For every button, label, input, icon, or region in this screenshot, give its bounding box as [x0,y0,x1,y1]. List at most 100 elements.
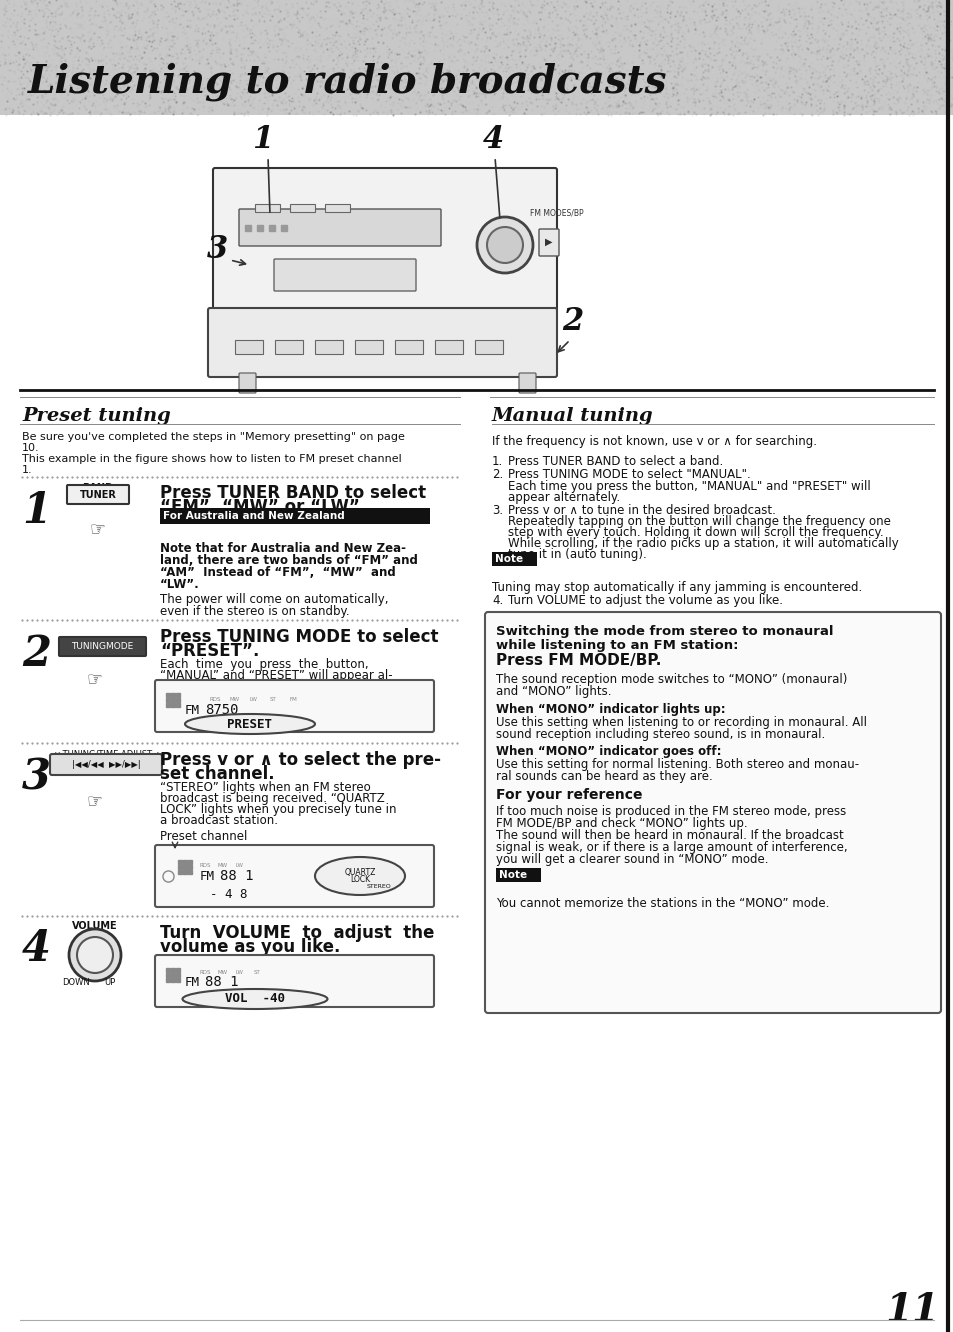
Text: 1: 1 [22,490,51,531]
FancyBboxPatch shape [154,681,434,733]
Text: RDS: RDS [200,970,212,975]
Text: v TUNING/TIME ADJUST ∧: v TUNING/TIME ADJUST ∧ [55,750,161,759]
Text: Press TUNING MODE to select "MANUAL".: Press TUNING MODE to select "MANUAL". [507,468,750,481]
Bar [496,868,540,882]
Text: FM: FM [200,870,214,883]
FancyBboxPatch shape [274,258,416,290]
Bar [355,340,382,354]
Text: a broadcast station.: a broadcast station. [160,814,277,827]
Text: Use this setting when listening to or recording in monaural. All: Use this setting when listening to or re… [496,717,866,729]
Text: You cannot memorize the stations in the “MONO” mode.: You cannot memorize the stations in the … [496,896,828,910]
Text: ▶: ▶ [545,237,552,246]
Text: ternately.: ternately. [160,681,215,693]
Text: MW: MW [218,863,228,868]
Text: ST: ST [270,697,276,702]
Text: QUARTZ: QUARTZ [344,867,375,876]
Text: Note: Note [495,554,522,563]
Text: 11: 11 [884,1291,938,1329]
Ellipse shape [314,856,405,895]
Text: Turn  VOLUME  to  adjust  the: Turn VOLUME to adjust the [160,924,434,942]
Bar [395,340,422,354]
Text: The sound reception mode switches to “MONO” (monaural): The sound reception mode switches to “MO… [496,673,846,686]
FancyBboxPatch shape [50,754,162,775]
Text: tune it in (auto tuning).: tune it in (auto tuning). [507,547,646,561]
Text: 2: 2 [561,306,583,337]
Text: 1.: 1. [22,465,32,476]
FancyBboxPatch shape [154,844,434,907]
Text: set channel.: set channel. [160,765,274,783]
Text: Switching the mode from stereo to monaural: Switching the mode from stereo to monaur… [496,625,833,638]
FancyBboxPatch shape [154,955,434,1007]
Text: even if the stereo is on standby.: even if the stereo is on standby. [160,605,349,618]
Text: 8750: 8750 [205,703,238,717]
Text: Tuning may stop automatically if any jamming is encountered.: Tuning may stop automatically if any jam… [492,581,862,594]
FancyBboxPatch shape [484,611,940,1014]
Text: Be sure you've completed the steps in "Memory presetting" on page: Be sure you've completed the steps in "M… [22,432,404,442]
Text: 10.: 10. [22,444,40,453]
Text: 3: 3 [22,757,51,798]
Text: FM MODE/BP and check “MONO” lights up.: FM MODE/BP and check “MONO” lights up. [496,817,747,830]
Text: PRESET: PRESET [227,718,273,730]
Text: “LW”.: “LW”. [160,578,199,591]
Text: TUNER: TUNER [79,489,116,500]
Text: Note: Note [498,870,527,880]
Text: RDS: RDS [210,697,221,702]
Text: When “MONO” indicator goes off:: When “MONO” indicator goes off: [496,745,720,758]
Text: LOCK” lights when you precisely tune in: LOCK” lights when you precisely tune in [160,803,396,817]
Text: |◀◀/◀◀  ▶▶/▶▶|: |◀◀/◀◀ ▶▶/▶▶| [71,761,140,769]
Text: MW: MW [218,970,228,975]
Text: while listening to an FM station:: while listening to an FM station: [496,639,738,651]
Text: 3: 3 [207,234,229,265]
Circle shape [486,226,522,262]
Text: 3.: 3. [492,503,502,517]
Text: 4.: 4. [492,594,503,607]
Text: ST: ST [253,970,260,975]
Text: Press TUNER BAND to select a band.: Press TUNER BAND to select a band. [507,456,722,468]
Text: Repeatedly tapping on the button will change the frequency one: Repeatedly tapping on the button will ch… [507,515,890,527]
Bar [234,340,263,354]
Text: When “MONO” indicator lights up:: When “MONO” indicator lights up: [496,703,725,717]
Text: LOCK: LOCK [350,875,370,884]
Bar [274,340,303,354]
Text: FM: FM [290,697,297,702]
Bar [314,340,343,354]
Text: 1: 1 [253,124,274,155]
Text: VOLUME: VOLUME [72,920,117,931]
Text: Each time you press the button, "MANUAL" and "PRESET" will: Each time you press the button, "MANUAL"… [507,480,870,493]
Circle shape [69,928,121,980]
Text: The sound will then be heard in monaural. If the broadcast: The sound will then be heard in monaural… [496,829,842,842]
Text: Press TUNER BAND to select: Press TUNER BAND to select [160,484,426,502]
Text: RDS: RDS [200,863,212,868]
Text: LW: LW [250,697,257,702]
Text: STEREO: STEREO [367,883,392,888]
Bar [0,0,953,115]
Text: LW: LW [235,970,244,975]
Text: “MANUAL” and “PRESET” will appear al-: “MANUAL” and “PRESET” will appear al- [160,669,393,682]
Text: Press FM MODE/BP.: Press FM MODE/BP. [496,653,660,669]
Text: “STEREO” lights when an FM stereo: “STEREO” lights when an FM stereo [160,781,371,794]
Text: Turn VOLUME to adjust the volume as you like.: Turn VOLUME to adjust the volume as you … [507,594,782,607]
Text: step with every touch. Holding it down will scroll the frequency.: step with every touch. Holding it down w… [507,526,882,539]
Bar [435,340,462,354]
Text: “PRESET”.: “PRESET”. [160,642,259,659]
Text: Manual tuning: Manual tuning [492,408,653,425]
Text: The power will come on automatically,: The power will come on automatically, [160,593,388,606]
FancyBboxPatch shape [518,373,536,393]
Text: UP: UP [104,978,115,987]
FancyBboxPatch shape [208,308,557,377]
Text: 2: 2 [22,633,51,675]
FancyBboxPatch shape [59,637,146,655]
FancyBboxPatch shape [213,168,557,312]
Text: For Australia and New Zealand: For Australia and New Zealand [163,511,344,521]
Text: DOWN: DOWN [62,978,90,987]
Text: 4: 4 [482,124,503,155]
Text: MW: MW [230,697,240,702]
Text: Press v or ∧ to tune in the desired broadcast.: Press v or ∧ to tune in the desired broa… [507,503,775,517]
Ellipse shape [182,988,327,1010]
Bar [160,507,430,523]
Text: VOL  -40: VOL -40 [225,992,285,1006]
Text: Press v or ∧ to select the pre-: Press v or ∧ to select the pre- [160,751,440,769]
Text: LW: LW [235,863,244,868]
Text: Preset channel: Preset channel [160,830,247,843]
Text: BAND: BAND [82,484,113,493]
